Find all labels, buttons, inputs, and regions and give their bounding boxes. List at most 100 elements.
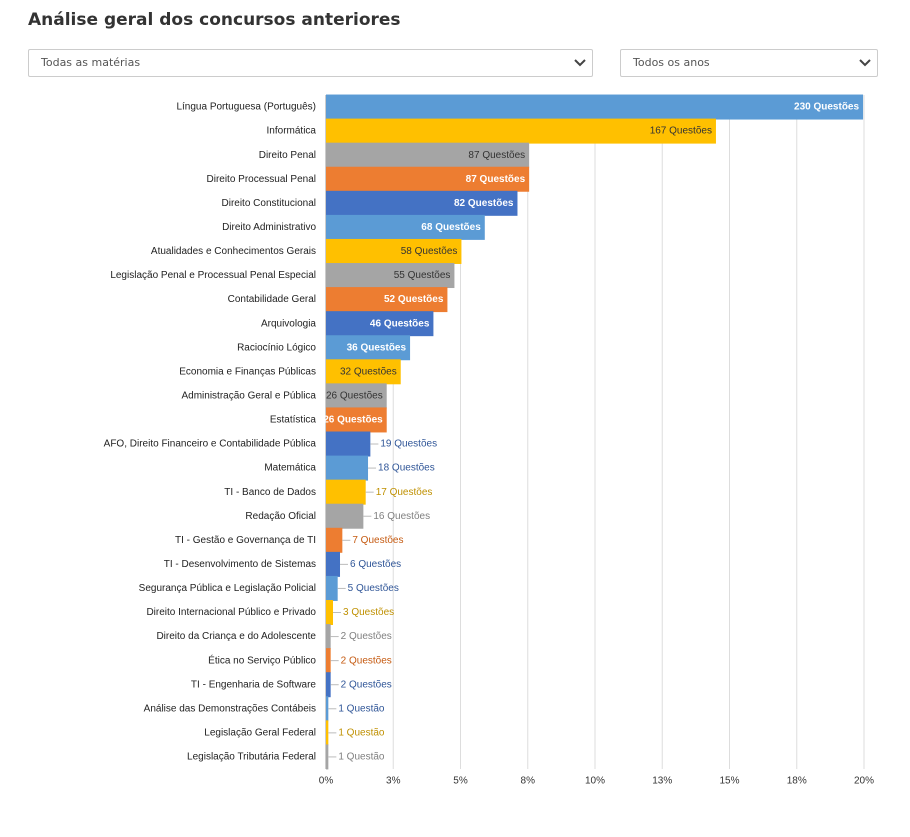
bar [326,431,371,457]
y-tick-label: Economia e Finanças Públicas [179,366,316,377]
bar [326,214,485,240]
bar [326,503,364,529]
y-tick-label: Raciocínio Lógico [237,342,316,353]
bar [326,287,448,313]
y-tick-label: Direito Processual Penal [207,174,317,185]
subject-filter[interactable]: Todas as matérias [28,49,593,77]
value-label: 52 Questões [384,294,444,305]
value-label: 2 Questões [341,631,392,642]
y-tick-label: Direito Internacional Público e Privado [146,607,316,618]
y-tick-label: AFO, Direito Financeiro e Contabilidade … [104,439,317,450]
y-tick-label: Contabilidade Geral [228,294,316,305]
y-tick-label: Direito Administrativo [222,222,316,233]
value-label: 32 Questões [340,366,397,377]
value-label: 5 Questões [348,583,399,594]
x-tick-label: 18% [787,776,807,787]
y-tick-label: Ética no Serviço Público [208,653,316,666]
value-label: 46 Questões [370,318,430,329]
y-tick-label: Legislação Geral Federal [204,727,316,738]
bar [326,190,518,216]
y-tick-label: TI - Banco de Dados [224,487,316,498]
bar [326,263,455,289]
y-tick-label: Redação Oficial [245,511,316,522]
filter-text: Todas as matérias [41,56,141,69]
value-label: 87 Questões [468,150,525,161]
value-label: 1 Questão [338,703,385,714]
year-filter[interactable]: Todos os anos [620,49,878,77]
value-label: 1 Questão [338,752,385,763]
y-tick-label: TI - Desenvolvimento de Sistemas [164,559,316,570]
value-label: 3 Questões [343,607,394,618]
bar [326,166,530,192]
value-label: 6 Questões [350,559,401,570]
y-tick-label: Direito Constitucional [222,198,317,209]
bar [326,575,338,601]
chevron [574,59,586,67]
y-tick-label: TI - Engenharia de Software [191,679,317,690]
x-tick-label: 13% [652,776,672,787]
x-tick-label: 20% [854,776,874,787]
chart-title: Análise geral dos concursos anteriores [28,10,401,30]
y-tick-label: Legislação Penal e Processual Penal Espe… [110,270,316,281]
x-tick-label: 8% [521,776,536,787]
bar [326,527,343,553]
bar [326,720,329,746]
bar [326,455,369,481]
value-label: 1 Questão [338,727,385,738]
bar [326,479,366,505]
value-label: 230 Questões [794,102,859,113]
y-tick-label: Atualidades e Conhecimentos Gerais [151,246,316,257]
chevron [859,59,871,67]
value-label: 7 Questões [352,535,403,546]
value-label: 167 Questões [650,126,712,137]
value-label: 26 Questões [326,391,383,402]
x-tick-label: 5% [453,776,468,787]
y-tick-label: Matemática [264,463,316,474]
bar [326,94,864,120]
y-tick-label: Língua Portuguesa (Português) [176,102,316,113]
bar [326,672,331,698]
bar [326,624,331,650]
value-label: 55 Questões [394,270,451,281]
value-label: 87 Questões [466,174,526,185]
bar [326,311,434,337]
value-label: 18 Questões [378,463,435,474]
x-tick-label: 10% [585,776,605,787]
y-tick-label: Legislação Tributária Federal [187,752,316,763]
x-tick-label: 0% [319,776,334,787]
value-label: 26 Questões [323,415,383,426]
y-tick-label: Segurança Pública e Legislação Policial [139,583,316,594]
bar [326,407,387,433]
y-tick-label: TI - Gestão e Governança de TI [175,535,316,546]
value-label: 82 Questões [454,198,514,209]
y-tick-label: Estatística [270,415,317,426]
bar [326,696,329,722]
value-label: 16 Questões [373,511,430,522]
bar [326,648,331,674]
bar [326,359,401,385]
bar [326,600,334,626]
value-label: 2 Questões [341,679,392,690]
bar [326,238,462,264]
value-label: 68 Questões [421,222,481,233]
y-tick-label: Administração Geral e Pública [181,391,316,402]
bar [326,744,329,770]
bar [326,551,341,577]
value-label: 36 Questões [347,342,407,353]
value-label: 17 Questões [376,487,433,498]
value-label: 2 Questões [341,655,392,666]
value-label: 19 Questões [380,439,437,450]
bar [326,118,716,144]
y-tick-label: Direito Penal [259,150,316,161]
x-tick-label: 15% [719,776,739,787]
filter-text: Todos os anos [633,56,710,69]
y-tick-label: Análise das Demonstrações Contábeis [144,703,316,714]
y-tick-label: Direito da Criança e do Adolescente [156,631,316,642]
y-tick-label: Arquivologia [261,318,316,329]
bar [326,142,530,168]
bar [326,383,387,409]
bar [326,335,411,361]
x-tick-label: 3% [386,776,401,787]
